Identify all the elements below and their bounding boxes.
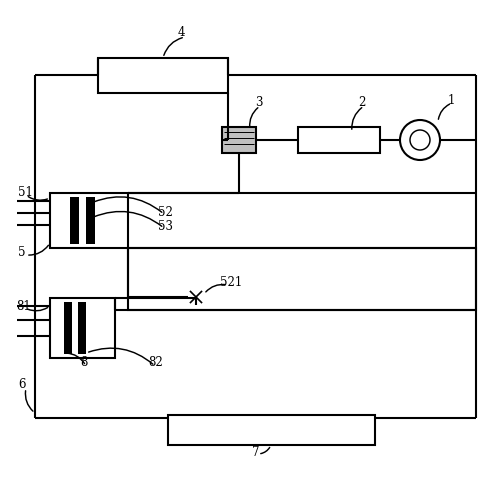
Bar: [50, 298, 115, 358]
Text: 82: 82: [148, 357, 163, 369]
Bar: [98, 58, 228, 93]
Bar: [50, 193, 128, 248]
Text: 7: 7: [252, 446, 260, 459]
Bar: [298, 127, 380, 153]
Text: 53: 53: [158, 220, 173, 232]
Text: 81: 81: [16, 300, 31, 312]
Text: 1: 1: [448, 94, 455, 106]
Bar: [222, 127, 256, 153]
Text: 5: 5: [18, 246, 26, 260]
Bar: [168, 415, 375, 445]
Bar: [70, 197, 79, 244]
Text: 51: 51: [18, 185, 33, 199]
Text: 8: 8: [80, 357, 87, 369]
Bar: [128, 248, 476, 310]
Text: 4: 4: [178, 26, 186, 40]
Text: 3: 3: [255, 97, 263, 109]
Text: 52: 52: [158, 205, 173, 219]
Bar: [78, 302, 86, 354]
Bar: [64, 302, 72, 354]
Bar: [86, 197, 95, 244]
Text: 2: 2: [358, 97, 365, 109]
Text: 6: 6: [18, 379, 26, 391]
Text: 521: 521: [220, 277, 242, 289]
